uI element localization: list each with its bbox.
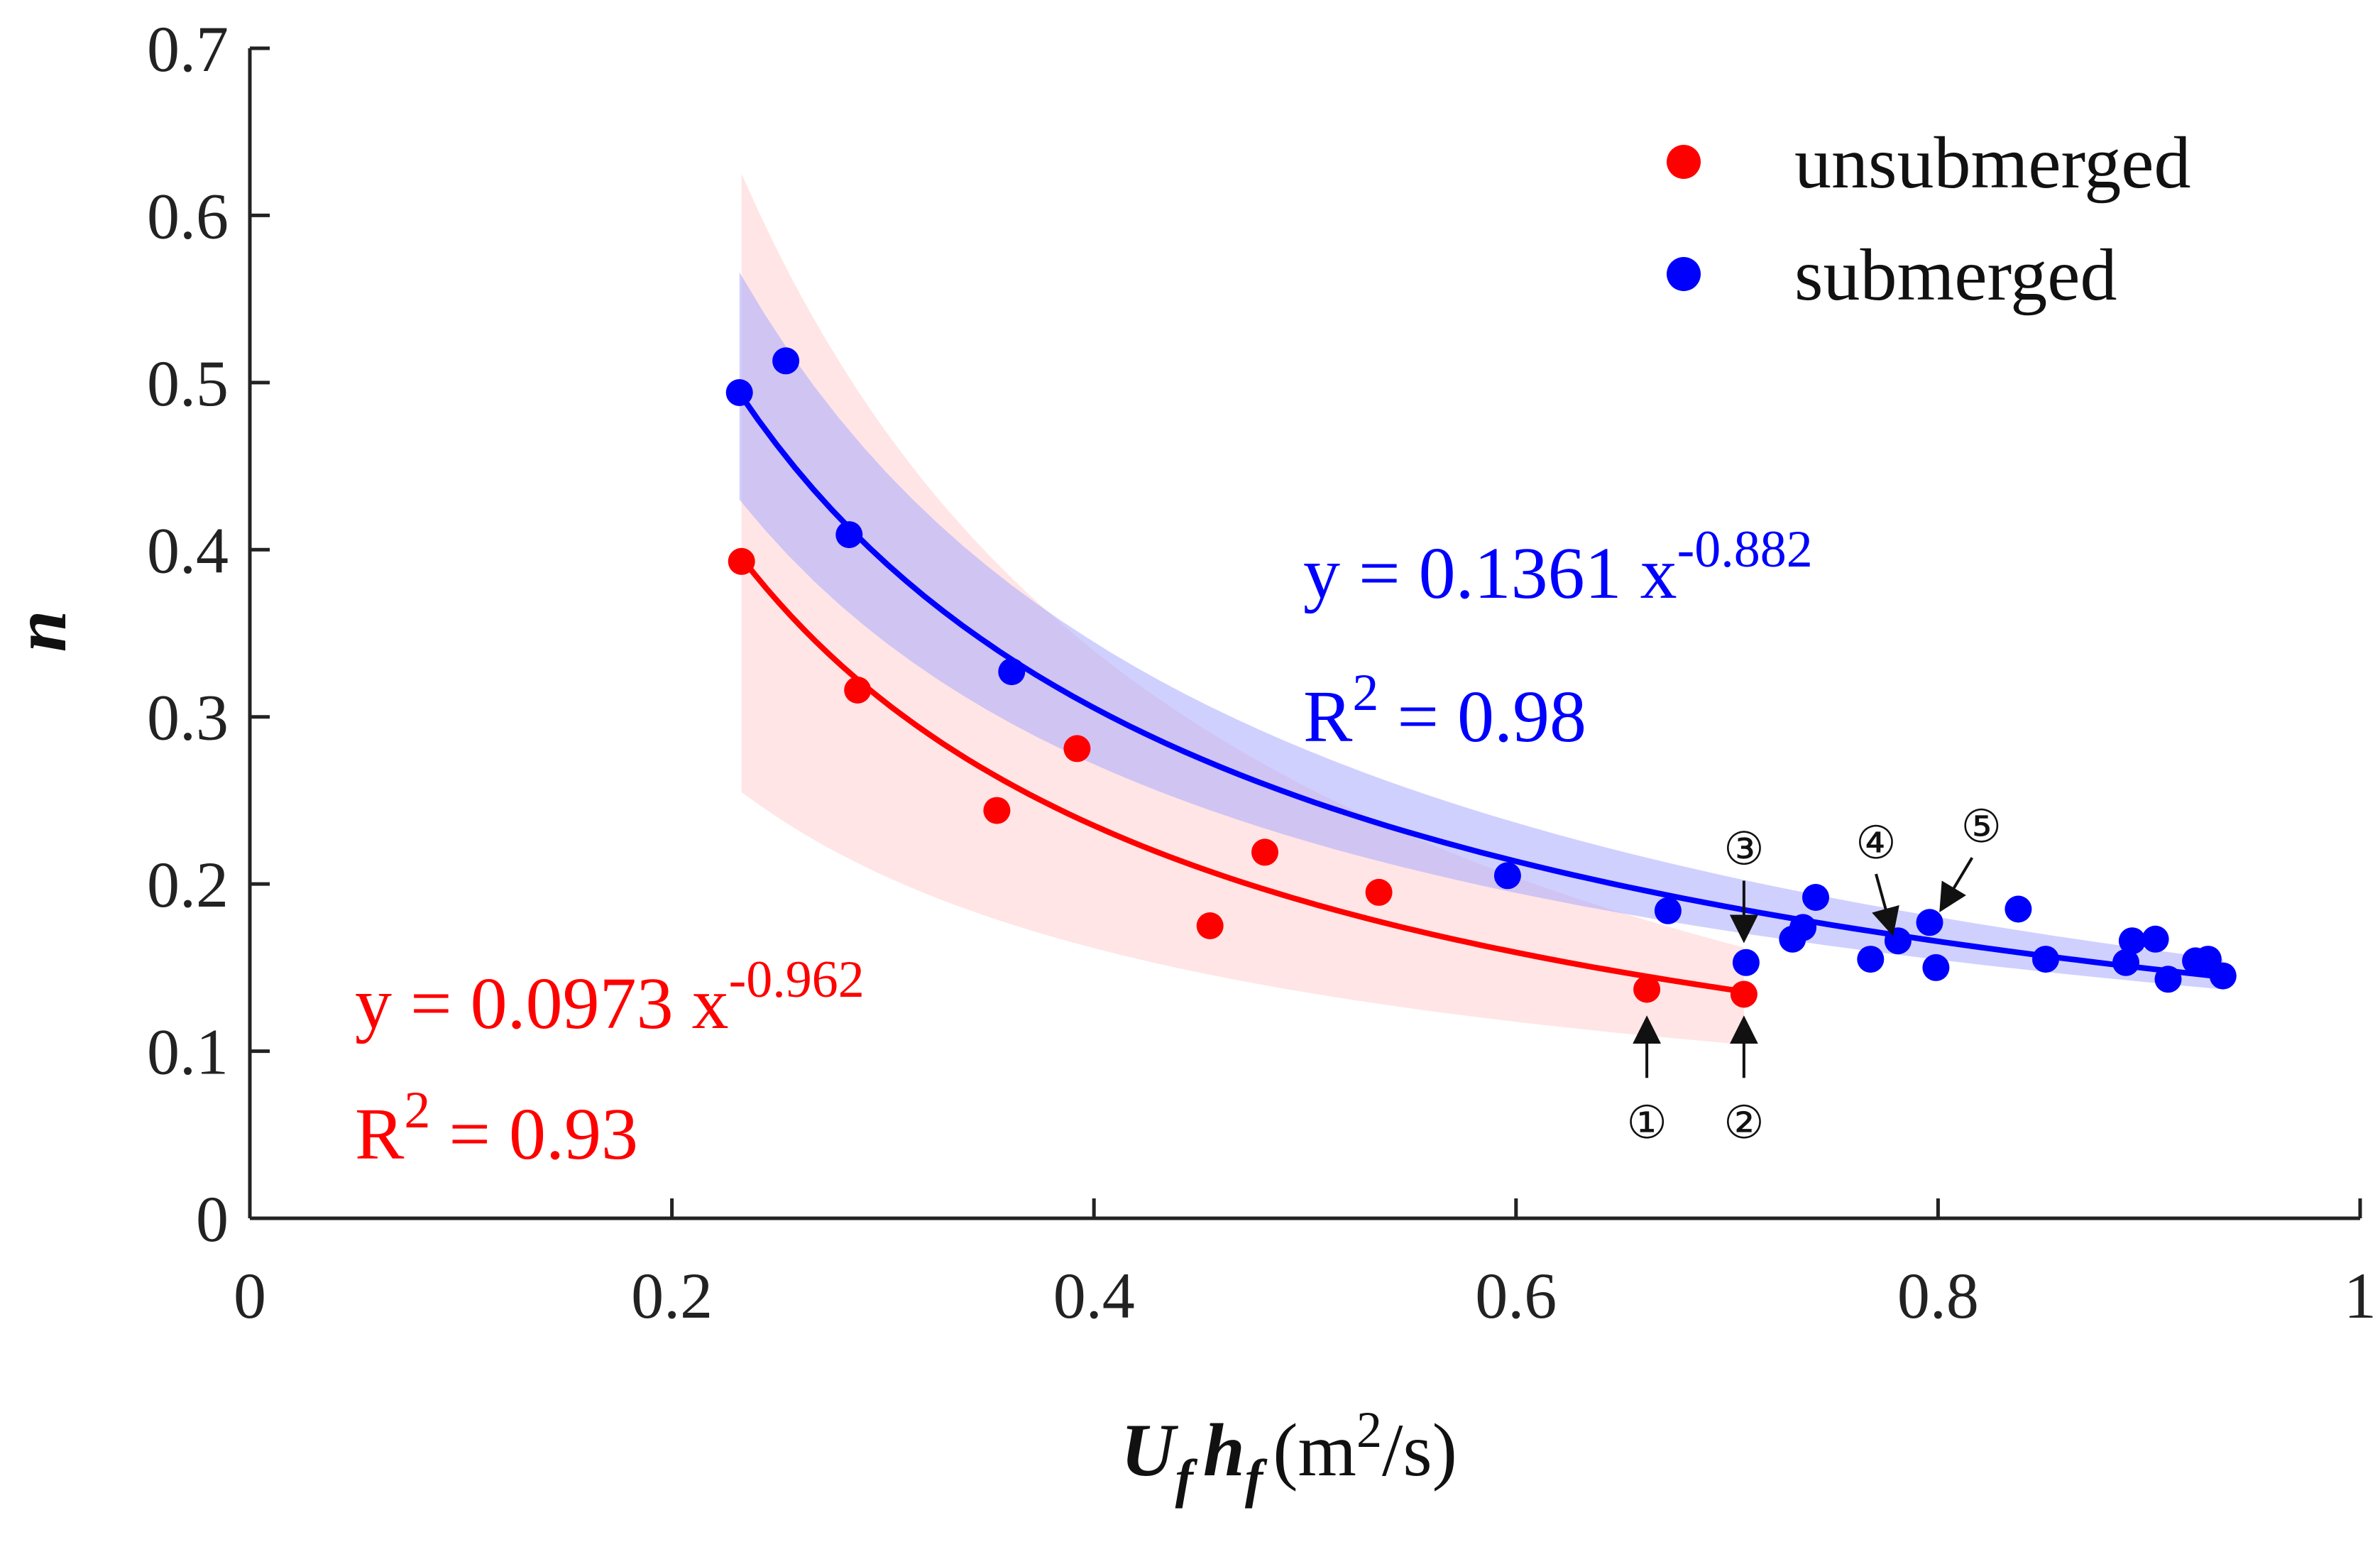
- data-point-submerged: [725, 379, 753, 406]
- data-point-unsubmerged: [983, 797, 1011, 824]
- fit-curve-submerged: [737, 391, 2224, 980]
- data-point-unsubmerged: [844, 677, 872, 704]
- equation-submerged: y = 0.1361 x-0.882: [1303, 520, 1813, 614]
- y-tick-label: 0.3: [147, 682, 229, 754]
- data-points: [725, 347, 2237, 1008]
- data-point-submerged: [2209, 962, 2237, 990]
- data-point-submerged: [772, 347, 800, 375]
- y-tick-label: 0.2: [147, 848, 229, 921]
- annotation-label: ③: [1723, 824, 1764, 874]
- x-tick-label: 1: [2344, 1259, 2376, 1332]
- data-point-submerged: [2005, 895, 2032, 923]
- y-axis-label: n: [0, 611, 82, 652]
- data-point-submerged: [1654, 897, 1682, 924]
- data-point-submerged: [1922, 953, 1950, 981]
- y-tick-label: 0: [196, 1183, 229, 1255]
- annotation-label: ①: [1626, 1098, 1667, 1148]
- x-tick-label: 0.2: [631, 1259, 713, 1332]
- data-point-submerged: [835, 521, 863, 549]
- fit-curve-unsubmerged: [739, 556, 1745, 995]
- axes: 0 0.2 0.4 0.6 0.8 1 0 0.1 0.2 0.3 0.4 0.5 0.6 0.7: [147, 13, 2376, 1332]
- equation-unsubmerged: y = 0.0973 x-0.962: [355, 951, 865, 1044]
- data-point-submerged: [2142, 925, 2169, 953]
- x-tick-label: 0.4: [1053, 1259, 1135, 1332]
- data-point-submerged: [2118, 927, 2146, 955]
- data-point-unsubmerged: [1633, 975, 1661, 1003]
- data-point-unsubmerged: [1251, 838, 1278, 866]
- data-point-unsubmerged: [1196, 912, 1224, 939]
- r2-submerged: R2 = 0.98: [1303, 664, 1586, 758]
- data-point-unsubmerged: [1365, 878, 1393, 906]
- data-point-submerged: [1884, 927, 1912, 955]
- legend-marker-submerged: [1667, 257, 1701, 291]
- data-point-submerged: [1857, 946, 1885, 973]
- data-point-unsubmerged: [728, 547, 755, 575]
- data-point-submerged: [1789, 914, 1817, 941]
- legend-label-submerged: submerged: [1794, 234, 2117, 316]
- data-point-submerged: [2154, 966, 2182, 993]
- legend-marker-unsubmerged: [1667, 145, 1701, 179]
- confidence-bands: [739, 173, 2223, 1045]
- x-tick-label: 0.8: [1897, 1259, 1979, 1332]
- y-tick-label: 0.1: [147, 1016, 229, 1088]
- confidence-band-submerged: [739, 272, 2223, 990]
- data-point-submerged: [1916, 909, 1943, 936]
- data-point-submerged: [998, 658, 1026, 686]
- legend: unsubmerged submerged: [1667, 122, 2190, 316]
- x-axis-label: Uf hf (m2/s): [1121, 1401, 1457, 1509]
- data-point-unsubmerged: [1063, 735, 1091, 762]
- annotation-arrow: [1872, 873, 1899, 936]
- annotation-label: ⑤: [1961, 802, 2002, 852]
- y-tick-label: 0.6: [147, 180, 229, 252]
- data-point-submerged: [2112, 949, 2139, 976]
- annotation-label: ②: [1723, 1098, 1764, 1148]
- x-tick-label: 0: [234, 1259, 266, 1332]
- data-point-submerged: [2032, 946, 2059, 973]
- r2-unsubmerged: R2 = 0.93: [355, 1081, 638, 1175]
- data-point-submerged: [1732, 949, 1760, 976]
- y-tick-label: 0.5: [147, 347, 229, 420]
- data-point-submerged: [1493, 862, 1521, 890]
- point-annotations: ① ② ③ ④ ⑤: [1626, 802, 2002, 1148]
- data-point-submerged: [1802, 884, 1829, 911]
- y-tick-label: 0.4: [147, 514, 229, 586]
- annotation-arrow: [1939, 857, 1974, 912]
- y-tick-label: 0.7: [147, 13, 229, 85]
- fit-curves: [737, 391, 2224, 995]
- x-tick-label: 0.6: [1475, 1259, 1557, 1332]
- legend-label-unsubmerged: unsubmerged: [1794, 122, 2190, 204]
- annotation-label: ④: [1855, 818, 1896, 868]
- data-point-unsubmerged: [1730, 980, 1757, 1008]
- confidence-band-unsubmerged: [741, 173, 1744, 1045]
